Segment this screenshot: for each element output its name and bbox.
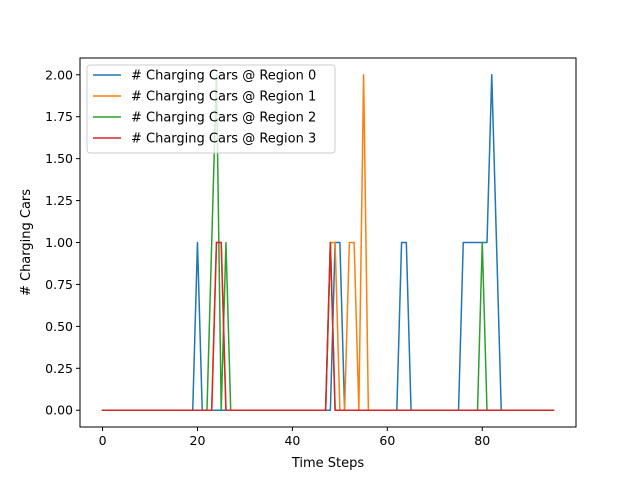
- y-tick-label: 0.25: [45, 361, 73, 376]
- x-axis-ticks: 0 20 40 60 80: [99, 427, 490, 448]
- y-tick-label: 0.50: [45, 319, 73, 334]
- y-tick-label: 2.00: [45, 67, 73, 82]
- series-line-region-3: [101, 241, 555, 411]
- y-tick-label: 0.00: [45, 403, 73, 418]
- y-axis-label: # Charging Cars: [19, 189, 34, 296]
- y-tick-label: 0.75: [45, 277, 73, 292]
- x-tick-label: 60: [379, 433, 395, 448]
- x-tick-label: 40: [284, 433, 300, 448]
- y-tick-label: 1.00: [45, 235, 73, 250]
- legend-label: # Charging Cars @ Region 1: [131, 90, 316, 105]
- x-tick-label: 20: [190, 433, 206, 448]
- y-tick-label: 1.75: [45, 109, 73, 124]
- x-tick-label: 0: [99, 433, 107, 448]
- x-tick-label: 80: [474, 433, 490, 448]
- y-tick-label: 1.25: [45, 193, 73, 208]
- y-tick-label: 1.50: [45, 151, 73, 166]
- y-axis-ticks: 0.00 0.25 0.50 0.75 1.00 1.25 1.50 1.75 2.00: [45, 67, 80, 418]
- legend-box: [86, 64, 336, 154]
- x-axis-label: Time Steps: [291, 456, 365, 471]
- series-line-region-0: [101, 74, 555, 411]
- legend: # Charging Cars @ Region 0 # Charging Car…: [86, 64, 336, 154]
- series-lines: [101, 74, 555, 411]
- legend-label: # Charging Cars @ Region 2: [131, 111, 316, 126]
- legend-label: # Charging Cars @ Region 3: [131, 132, 316, 147]
- legend-label: # Charging Cars @ Region 0: [131, 69, 316, 84]
